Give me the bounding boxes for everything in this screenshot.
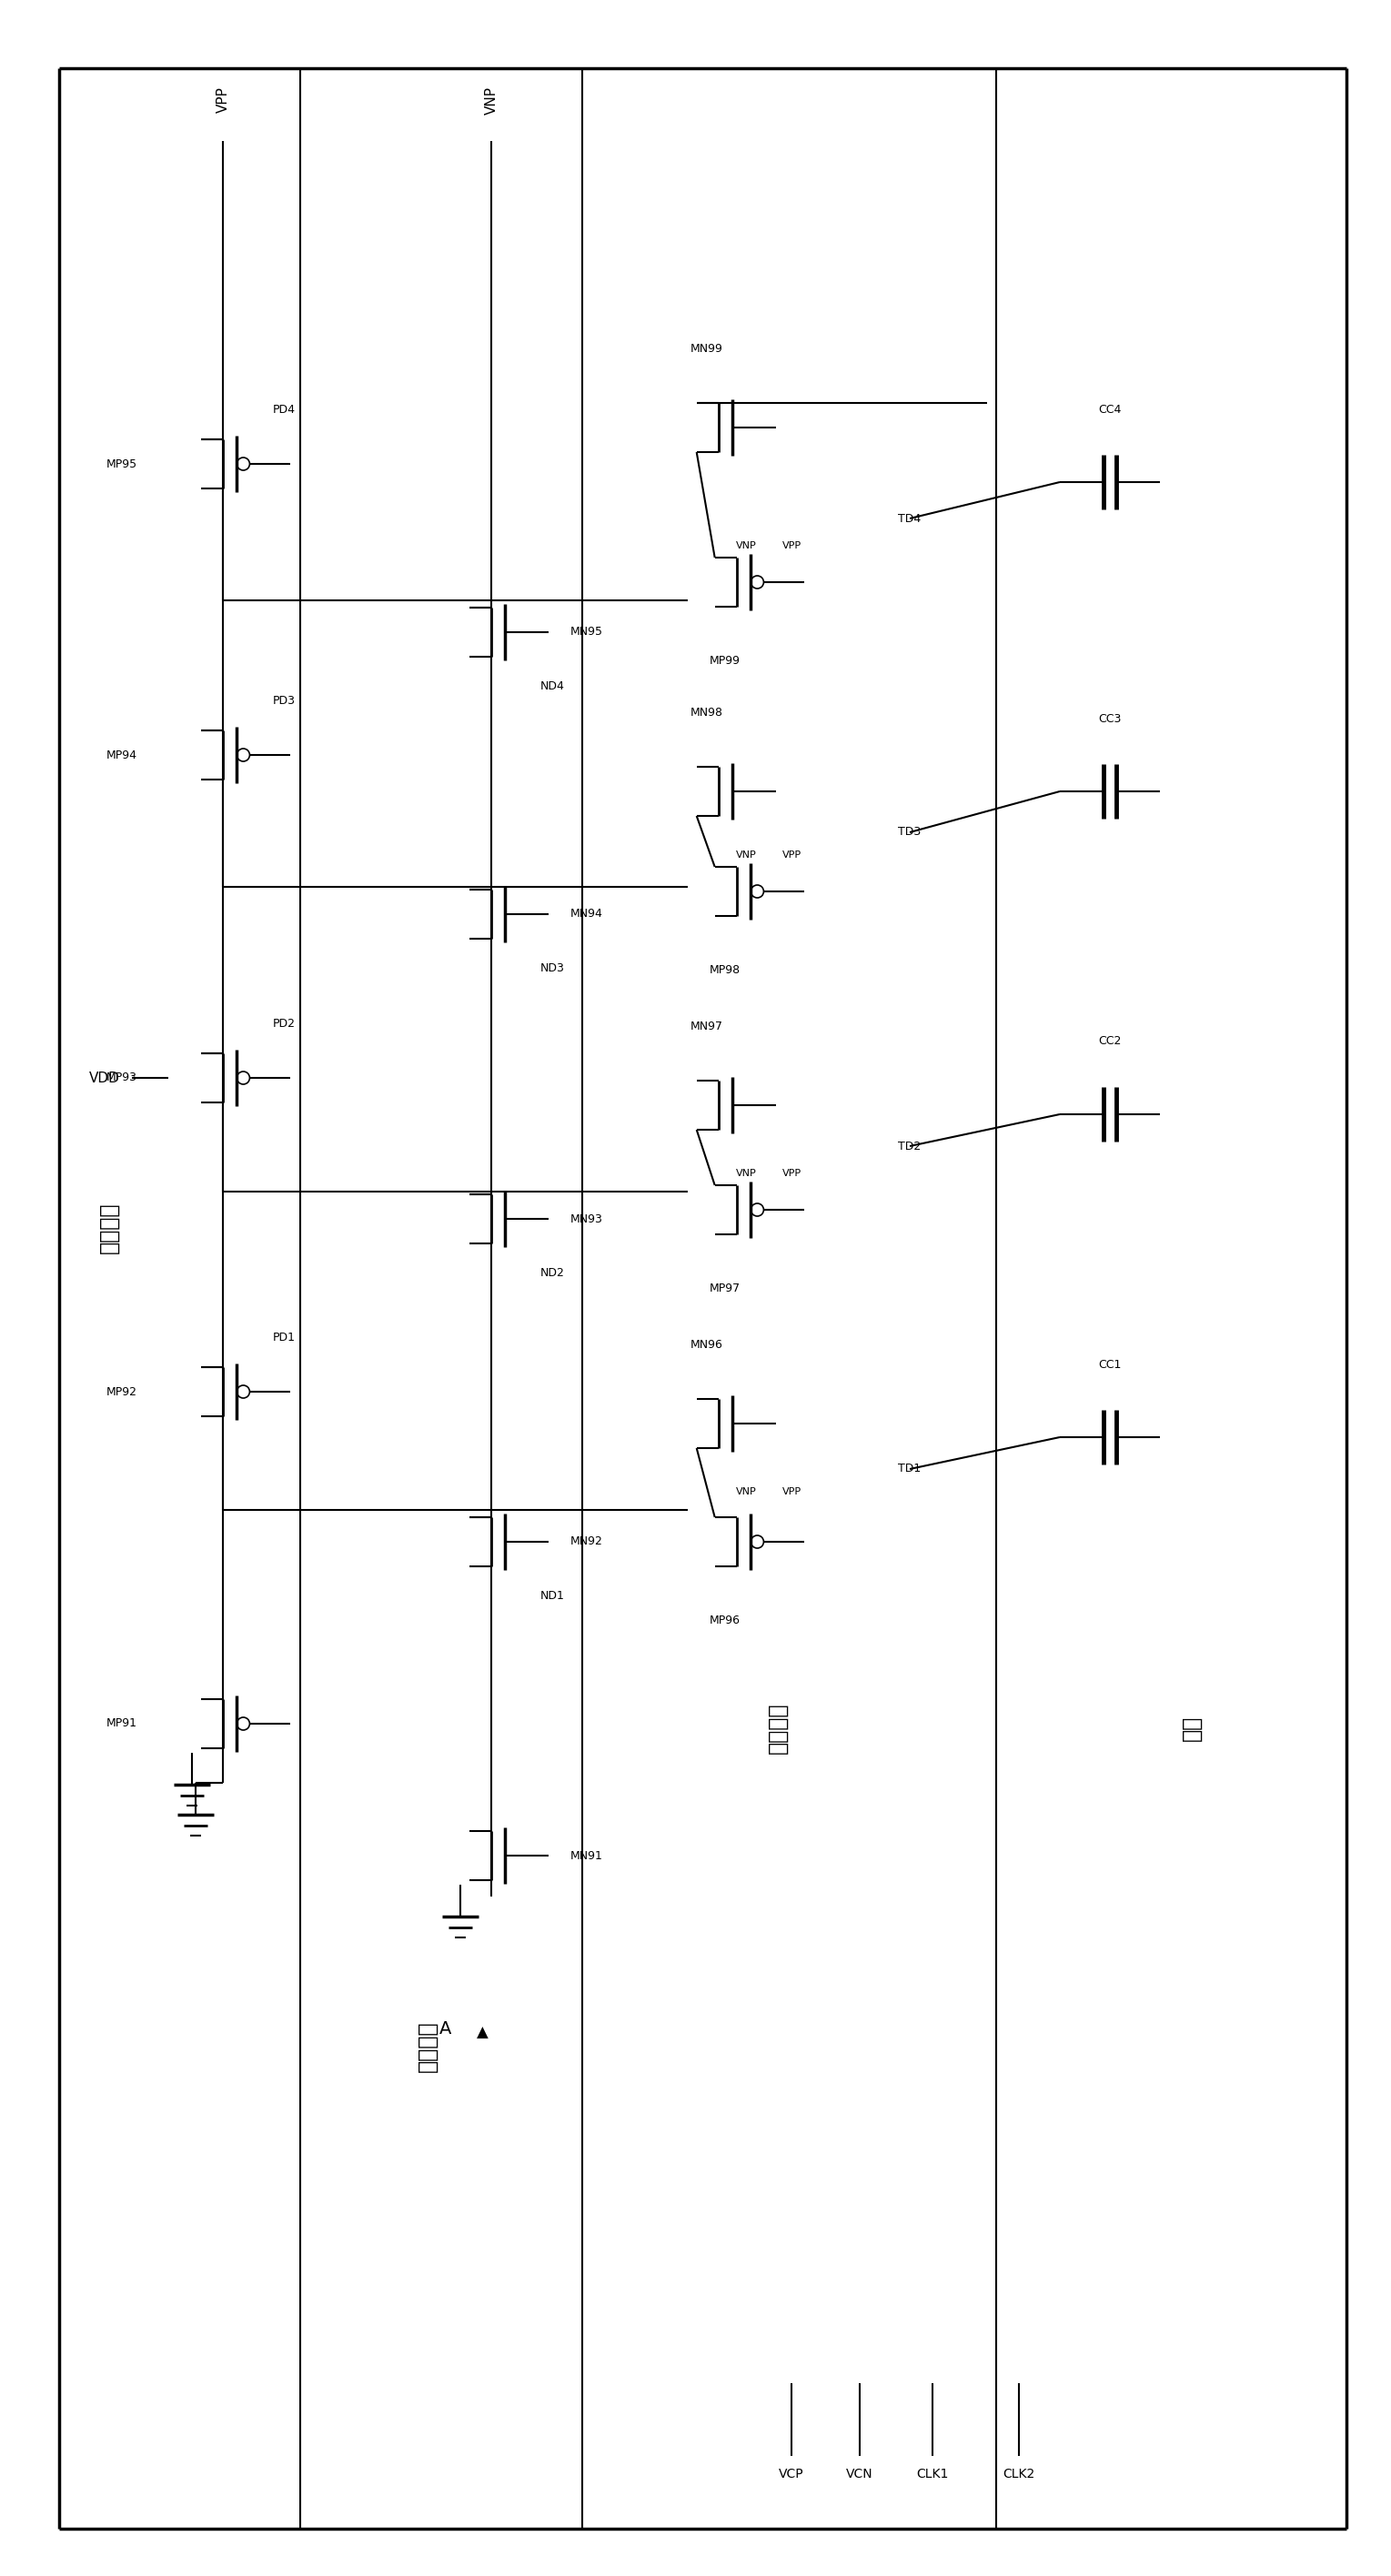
- Text: VPP: VPP: [782, 1170, 801, 1177]
- Text: TD1: TD1: [899, 1463, 921, 1476]
- Text: MN95: MN95: [570, 626, 602, 639]
- Text: CC3: CC3: [1099, 714, 1121, 724]
- Text: VNP: VNP: [736, 1486, 757, 1497]
- Text: CC2: CC2: [1099, 1036, 1121, 1048]
- Text: ▲: ▲: [476, 2025, 488, 2040]
- Text: MP99: MP99: [709, 654, 740, 667]
- Text: ND3: ND3: [541, 963, 565, 974]
- Text: ND4: ND4: [541, 680, 565, 693]
- Text: ND1: ND1: [541, 1589, 565, 1602]
- Text: VPP: VPP: [782, 850, 801, 860]
- Text: CLK1: CLK1: [917, 2468, 949, 2481]
- Text: TD2: TD2: [899, 1141, 921, 1151]
- Text: MP92: MP92: [106, 1386, 136, 1399]
- Text: 电容: 电容: [1181, 1716, 1203, 1741]
- Text: MP95: MP95: [106, 459, 136, 469]
- Text: MN91: MN91: [570, 1850, 602, 1862]
- Text: VCN: VCN: [846, 2468, 874, 2481]
- Text: VNP: VNP: [736, 541, 757, 551]
- Text: MP93: MP93: [106, 1072, 136, 1084]
- Text: MP94: MP94: [106, 750, 136, 760]
- Text: 负电荷泵: 负电荷泵: [417, 2022, 438, 2071]
- Text: MP96: MP96: [709, 1615, 740, 1625]
- Text: MN92: MN92: [570, 1535, 602, 1548]
- Text: TD3: TD3: [899, 827, 921, 837]
- Text: MP98: MP98: [709, 963, 740, 976]
- Text: VNP: VNP: [736, 1170, 757, 1177]
- Text: CC1: CC1: [1099, 1358, 1121, 1370]
- Text: MN96: MN96: [690, 1340, 723, 1350]
- Text: 耦合开关: 耦合开关: [766, 1703, 789, 1754]
- Text: VPP: VPP: [216, 88, 230, 113]
- Text: 正电荷泵: 正电荷泵: [99, 1203, 120, 1255]
- Text: MP97: MP97: [709, 1283, 740, 1293]
- Text: VNP: VNP: [484, 85, 498, 113]
- Text: MN98: MN98: [690, 706, 723, 719]
- Text: PD2: PD2: [273, 1018, 296, 1030]
- Text: TD4: TD4: [899, 513, 921, 526]
- Text: VPP: VPP: [782, 541, 801, 551]
- Text: MN99: MN99: [690, 343, 723, 355]
- Text: PD4: PD4: [273, 404, 296, 415]
- Text: ND2: ND2: [541, 1267, 565, 1278]
- Text: PD1: PD1: [273, 1332, 296, 1345]
- Text: VCP: VCP: [779, 2468, 804, 2481]
- Text: MN94: MN94: [570, 909, 602, 920]
- Text: MN93: MN93: [570, 1213, 602, 1224]
- Text: CC4: CC4: [1099, 404, 1121, 415]
- Text: PD3: PD3: [273, 696, 296, 706]
- Text: MN97: MN97: [690, 1020, 723, 1033]
- Text: CLK2: CLK2: [1003, 2468, 1035, 2481]
- Text: A: A: [440, 2020, 452, 2038]
- Text: VNP: VNP: [736, 850, 757, 860]
- Text: VDD: VDD: [89, 1072, 120, 1084]
- Text: VPP: VPP: [782, 1486, 801, 1497]
- Text: MP91: MP91: [106, 1718, 136, 1728]
